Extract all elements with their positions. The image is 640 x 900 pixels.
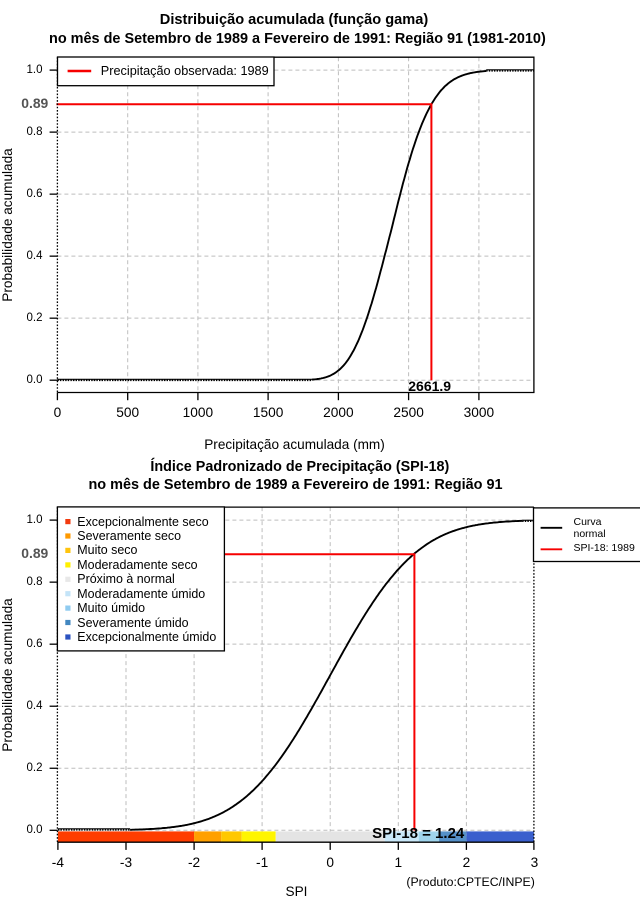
svg-text:Probabilidade acumulada: Probabilidade acumulada [0,598,15,752]
svg-text:Probabilidade acumulada: Probabilidade acumulada [0,148,15,302]
